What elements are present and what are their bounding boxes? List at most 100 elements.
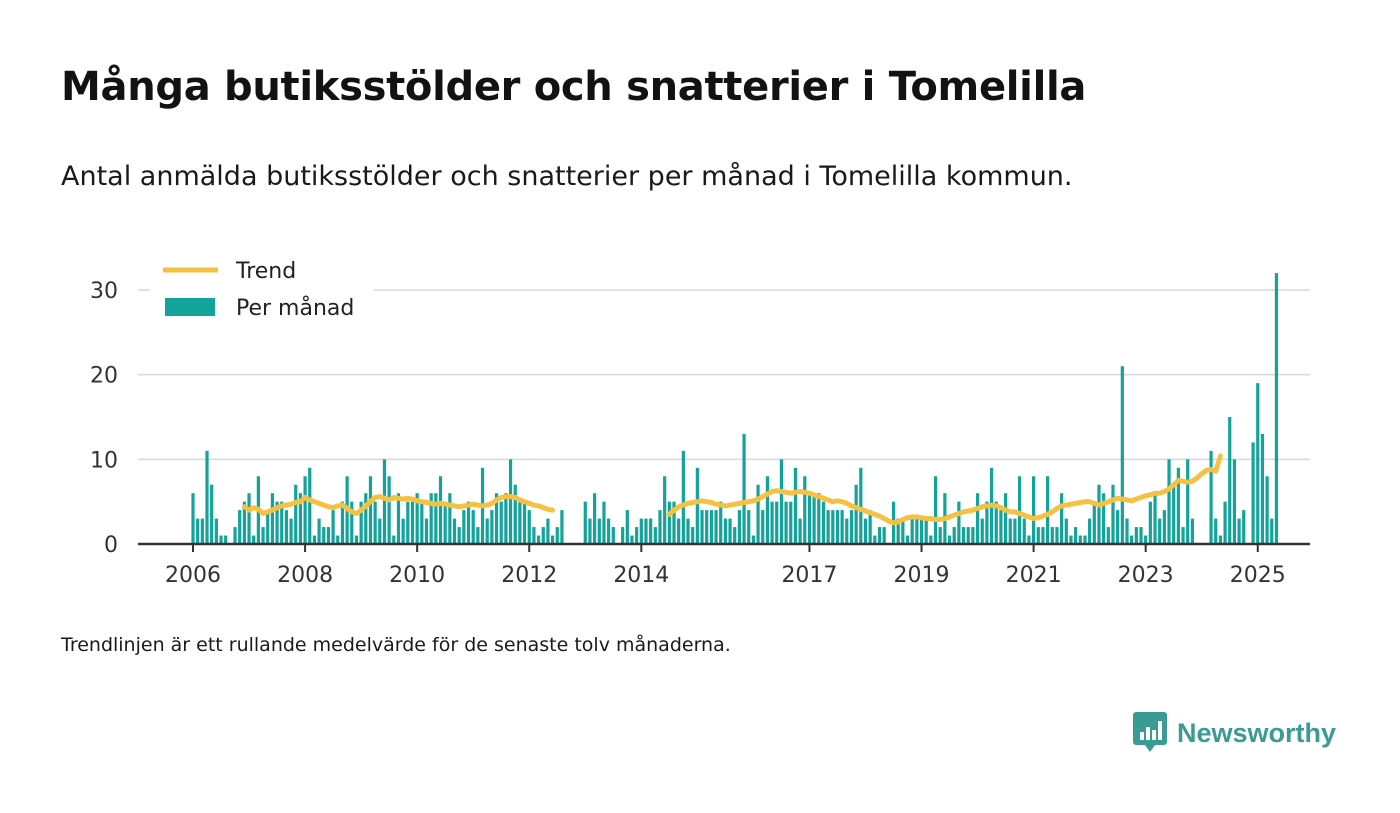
bar [200,518,204,544]
bar [354,535,359,544]
bar [877,527,882,544]
bar [471,510,475,544]
bar [812,493,816,544]
x-tick-label: 2023 [1118,563,1174,588]
bar [779,459,784,544]
bar [635,527,639,544]
bar [1046,476,1050,544]
bar [644,518,648,544]
bar [728,518,732,544]
bar [1186,459,1190,544]
bar [910,518,914,544]
bar [392,535,396,544]
bar [312,535,317,544]
bar [593,493,597,544]
x-tick-label: 2006 [165,563,221,588]
bar [1069,535,1073,544]
bar [284,510,288,544]
bar [849,510,854,544]
legend-bar-label: Per månad [236,295,354,321]
x-tick-label: 2014 [613,563,669,588]
x-tick-label: 2025 [1230,563,1286,588]
bar [1022,518,1026,544]
bar [1116,510,1120,544]
bar [340,501,345,544]
legend-bar-swatch [165,298,215,316]
bar [406,501,410,544]
bar [901,518,905,544]
bar [214,518,218,544]
x-tick-label: 2017 [781,563,837,588]
bar [238,510,242,544]
bar [947,535,952,544]
trend-line [241,453,1223,526]
bar [1218,535,1222,544]
bar [1120,366,1124,544]
bar [807,493,812,544]
x-tick-label: 2010 [389,563,445,588]
legend-trend-label: Trend [235,259,296,284]
bar [368,476,373,544]
bar [1167,459,1171,544]
bar [798,518,802,544]
bar [1251,442,1255,544]
x-tick-label: 2008 [277,563,333,588]
bar [975,493,980,544]
bar [933,476,938,544]
bar [382,459,387,544]
bar [546,518,550,544]
bar [1223,501,1227,544]
bar [723,518,727,544]
bar [219,535,223,544]
bar [1111,484,1115,544]
bar [1134,527,1138,544]
bar [789,501,793,544]
bar [536,535,541,544]
bar [859,467,863,544]
bar [378,518,382,544]
bar [1172,484,1176,544]
bar [611,527,615,544]
bar [1144,535,1148,544]
bar [266,510,270,544]
bar [1055,527,1059,544]
bar [196,518,200,544]
bar [550,535,555,544]
bar [1181,527,1185,544]
bar [499,501,503,544]
bar [621,527,625,544]
bar [705,510,709,544]
bar [1102,493,1106,544]
bar [494,493,499,544]
chart-area: 0 10 20 30 2006 2008 2010 2012 2014 2017 2019 2021… [90,252,1310,588]
bar [681,450,685,544]
bar [336,535,340,544]
bar [793,467,798,544]
bar [765,476,770,544]
bar [1008,518,1012,544]
bar [840,510,844,544]
bar [775,501,779,544]
bar [294,484,298,544]
bar [1041,527,1045,544]
chart-subtitle: Antal anmälda butiksstölder och snatteri… [61,161,1073,192]
bar [663,476,667,544]
bar [541,527,545,544]
bar [1242,510,1246,544]
bar [882,527,886,544]
bar [1064,518,1068,544]
bar [719,501,723,544]
bar [961,527,966,544]
bar [359,501,363,544]
bar [747,510,751,544]
bar [756,484,760,544]
bar [527,510,531,544]
x-tick-labels: 2006 2008 2010 2012 2014 2017 2019 2021 2023 2025 [165,544,1286,588]
bar [317,518,321,544]
legend: Trend Per månad [150,252,374,324]
bar [485,518,489,544]
bar [1092,501,1096,544]
bar [649,518,653,544]
bar [1078,535,1082,544]
bar [583,501,587,544]
